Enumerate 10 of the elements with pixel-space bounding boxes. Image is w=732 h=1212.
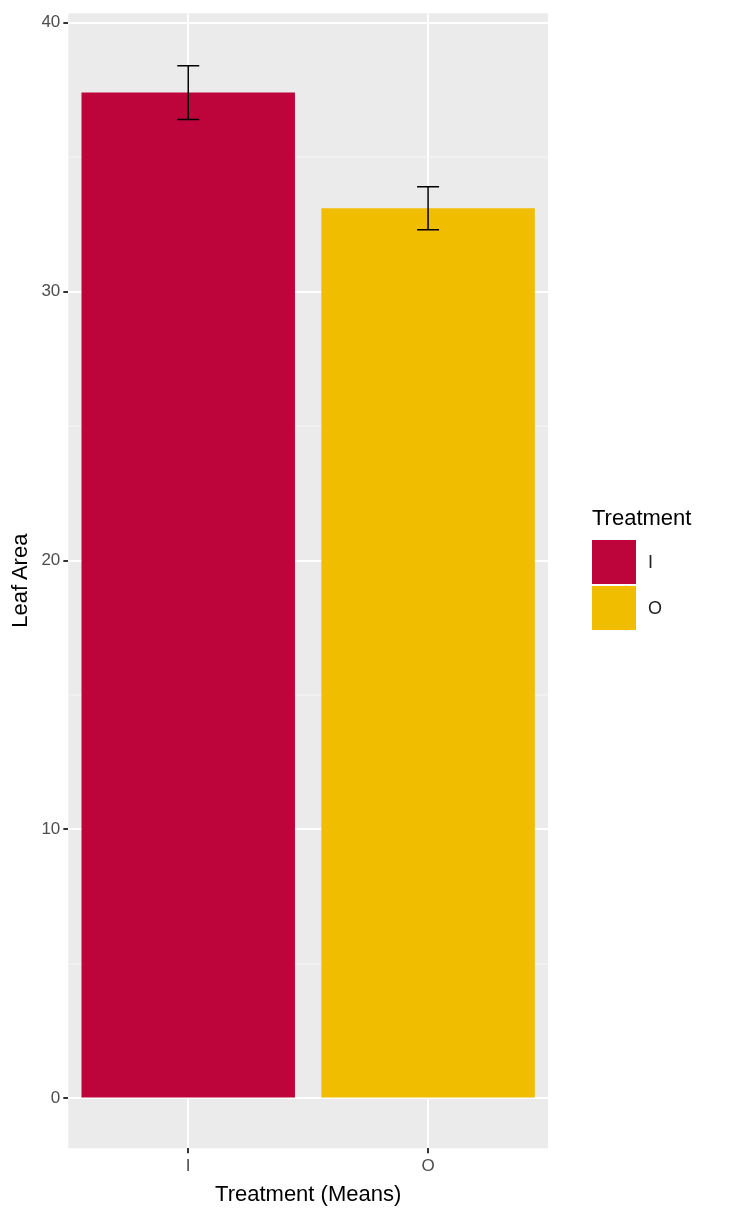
x-axis-title: Treatment (Means)	[215, 1180, 402, 1206]
y-tick-label: 30	[41, 281, 61, 301]
text: I	[648, 551, 654, 573]
text: O	[648, 597, 663, 619]
y-tick-label: 0	[50, 1088, 61, 1108]
legend-title: Treatment	[592, 505, 692, 531]
y-tick-label: 10	[41, 819, 61, 839]
y-tick-label: 40	[41, 12, 61, 32]
y-axis-title: Leaf Area	[7, 532, 33, 628]
y-tick-label: 20	[41, 550, 61, 570]
